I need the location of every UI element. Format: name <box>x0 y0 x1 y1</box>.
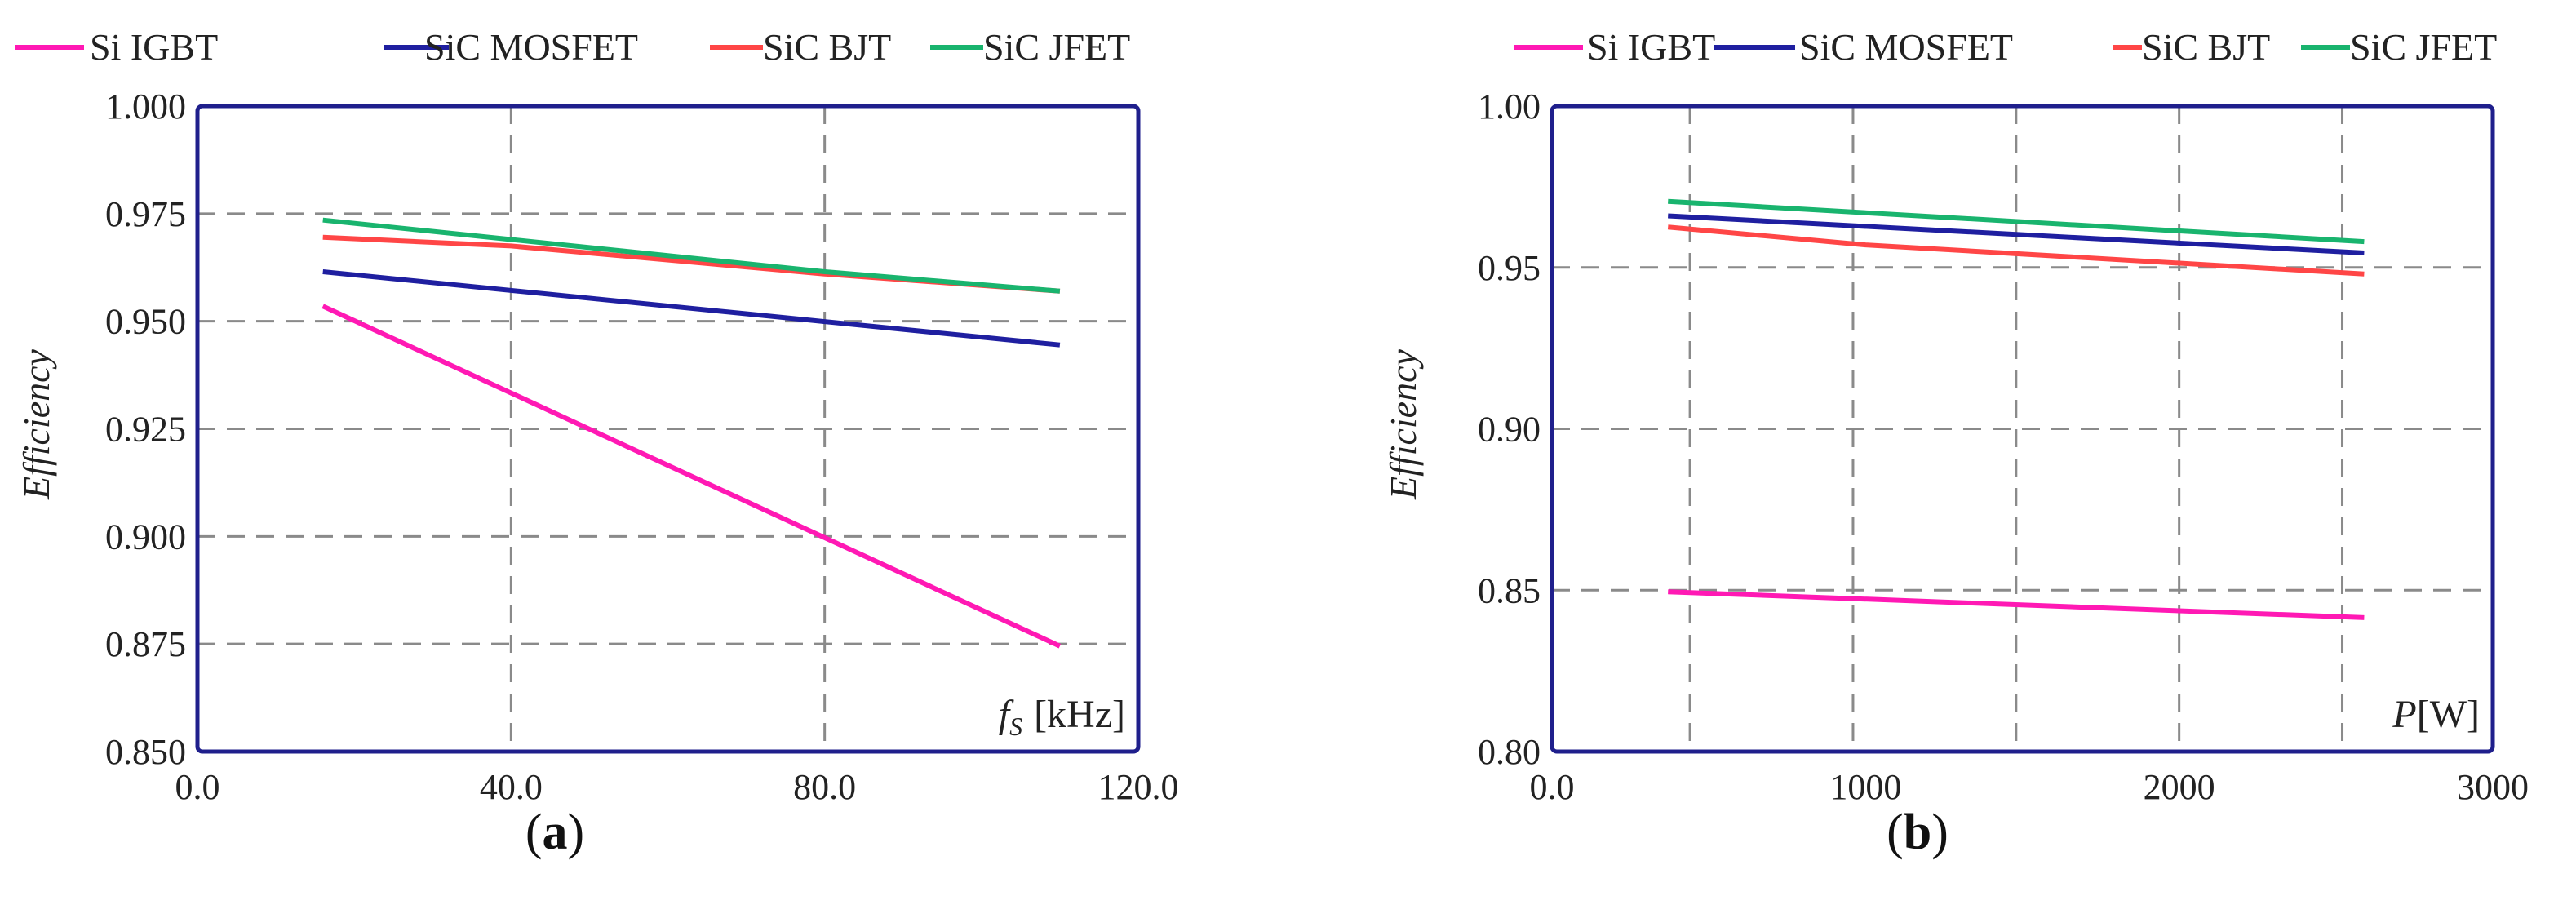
series-line-sic-jfet <box>322 217 1061 294</box>
series-line-si-igbt <box>1668 589 2365 620</box>
x-tick-label: 40.0 <box>480 767 543 807</box>
x-tick-label: 120.0 <box>1098 767 1179 807</box>
grid-lines <box>197 106 1138 752</box>
panel-label-paren-open: ( <box>1887 805 1904 860</box>
legend: Si IGBT SiC MOSFET SiC BJT SiC JFET <box>15 26 1130 68</box>
panel-label-letter: b <box>1904 805 1931 860</box>
y-axis-label: Efficiency <box>16 348 57 499</box>
x-tick-label: 3000 <box>2457 767 2529 807</box>
plot-frame <box>195 104 1141 754</box>
panel-label-paren-close: ) <box>1931 805 1949 860</box>
x-tick-label: 1000 <box>1829 767 1901 807</box>
chart-panel-b: 0.80 0.85 0.90 0.95 1.00 0.0 1000 2000 3000 Effic… <box>1382 26 2529 860</box>
y-tick-label: 0.925 <box>105 410 186 450</box>
y-tick-label: 0.850 <box>105 732 186 772</box>
y-axis-label: Efficiency <box>1382 348 1424 499</box>
legend-label: SiC JFET <box>983 26 1130 68</box>
legend-label: SiC BJT <box>763 26 891 68</box>
legend-label: SiC BJT <box>2142 26 2270 68</box>
series-line-sic-mosfet <box>322 269 1061 348</box>
series-line-sic-bjt <box>1667 224 2365 277</box>
legend-label: SiC MOSFET <box>1799 26 2013 68</box>
y-tick-label: 1.000 <box>105 86 186 126</box>
grid-lines <box>1552 106 2493 752</box>
x-axis-label-unit: [W] <box>2417 693 2480 736</box>
x-axis-label: fS [kHz] <box>999 693 1125 741</box>
y-tick-label: 0.90 <box>1478 410 1541 450</box>
series-line-sic-mosfet <box>1668 213 2365 255</box>
chart-panel-a: 0.850 0.875 0.900 0.925 0.950 0.975 1.000 0.0 40… <box>15 26 1179 860</box>
x-axis-label-main: P <box>2392 693 2416 736</box>
y-tick-label: 0.900 <box>105 517 186 557</box>
legend-label: SiC MOSFET <box>424 26 638 68</box>
plot-frame <box>1550 104 2495 754</box>
series-line-si-igbt <box>321 304 1062 649</box>
y-tick-label: 0.875 <box>105 624 186 664</box>
y-tick-label: 0.95 <box>1478 248 1541 288</box>
x-tick-label: 0.0 <box>175 767 220 807</box>
y-tick-label: 0.80 <box>1478 732 1541 772</box>
series-line-sic-jfet <box>1668 198 2365 245</box>
x-tick-label: 0.0 <box>1530 767 1575 807</box>
legend-label: Si IGBT <box>1587 26 1715 68</box>
x-axis-label: P[W] <box>2392 693 2480 736</box>
panel-label: (a) <box>525 805 584 860</box>
x-axis-label-unit: [kHz] <box>1034 693 1125 736</box>
legend-label: SiC JFET <box>2350 26 2497 68</box>
y-tick-label: 0.975 <box>105 194 186 234</box>
y-tick-label: 0.85 <box>1478 570 1541 610</box>
legend: Si IGBT SiC MOSFET SiC BJT SiC JFET <box>1514 26 2497 68</box>
y-tick-label: 1.00 <box>1478 86 1541 126</box>
x-tick-label: 2000 <box>2144 767 2215 807</box>
panel-label-paren-close: ) <box>568 805 585 860</box>
legend-label: Si IGBT <box>90 26 218 68</box>
panel-label-paren-open: ( <box>525 805 543 860</box>
panel-label-letter: a <box>543 805 568 860</box>
x-tick-label: 80.0 <box>793 767 856 807</box>
y-tick-label: 0.950 <box>105 302 186 342</box>
panel-label: (b) <box>1887 805 1949 860</box>
x-axis-label-subscript: S <box>1009 712 1022 741</box>
